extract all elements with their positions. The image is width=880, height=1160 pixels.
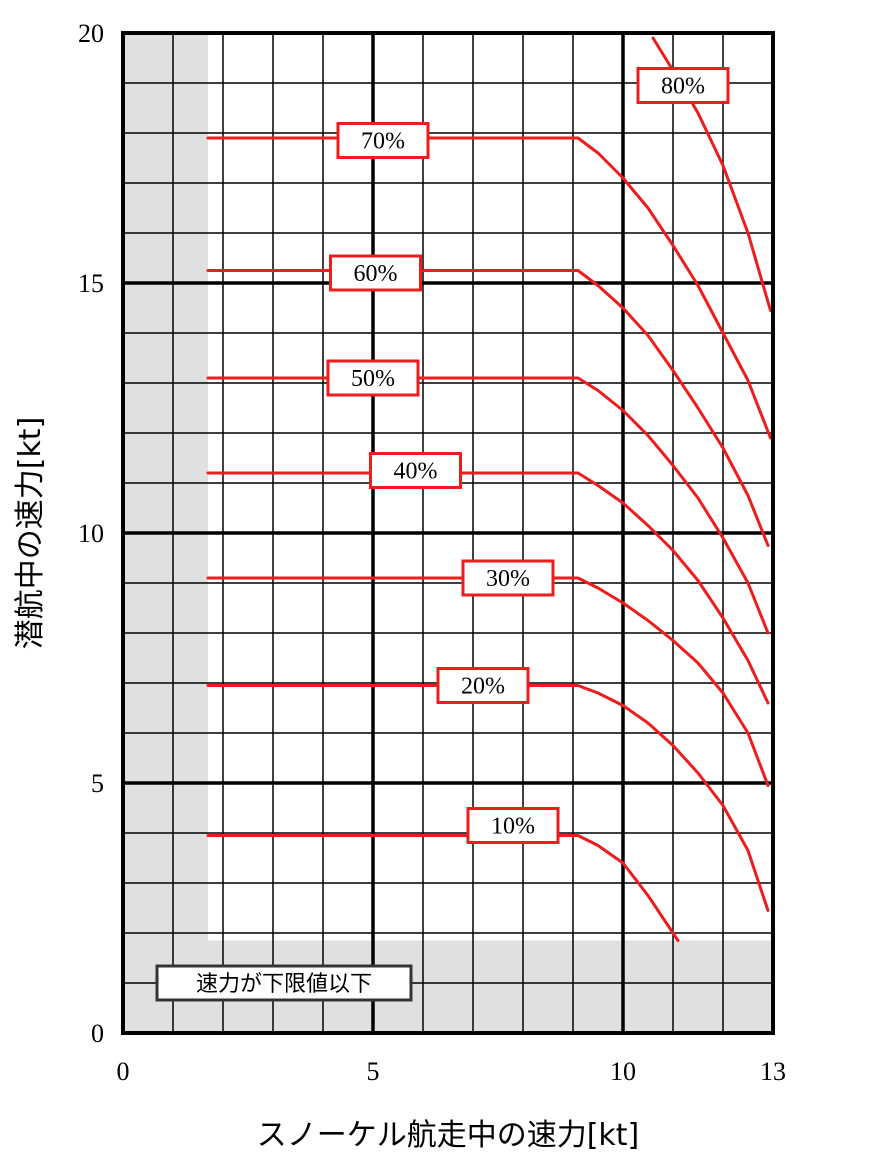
series-label-box-0 xyxy=(466,807,560,844)
y-tick-20: 20 xyxy=(78,19,104,48)
series-line-2 xyxy=(206,576,770,787)
series-label-box-6 xyxy=(336,122,430,159)
series-label-box-5 xyxy=(329,254,422,292)
x-tick-13: 13 xyxy=(760,1057,786,1086)
series-line-6 xyxy=(206,136,772,440)
series-label-2: 30% xyxy=(486,566,530,592)
tick-labels: 0 5 10 13 0 5 10 15 20 xyxy=(78,19,786,1086)
series-label-3: 40% xyxy=(394,459,438,485)
y-tick-5: 5 xyxy=(91,769,104,798)
series-label-box-1 xyxy=(436,667,530,704)
x-tick-0: 0 xyxy=(117,1057,130,1086)
series-line-0 xyxy=(206,834,680,942)
series-label-0: 10% xyxy=(491,814,535,840)
series-label-6: 70% xyxy=(361,129,405,155)
x-tick-5: 5 xyxy=(367,1057,380,1086)
series-line-4 xyxy=(206,376,770,635)
series-lines xyxy=(206,36,772,942)
plot-frame xyxy=(121,31,775,1035)
series-label-box-3 xyxy=(369,452,462,489)
series-line-7 xyxy=(651,36,772,312)
x-tick-10: 10 xyxy=(610,1057,636,1086)
y-axis-title: 潜航中の速力[kt] xyxy=(13,417,48,650)
series-label-box-2 xyxy=(461,559,555,597)
series-line-3 xyxy=(206,471,770,705)
shaded-region-note: 速力が下限値以下 xyxy=(155,964,413,1002)
series-label-1: 20% xyxy=(461,674,505,700)
grid xyxy=(123,33,773,1033)
series-labels: 10% 20% 30% 40% 50% 60% 70% 80% xyxy=(326,67,730,844)
series-label-4: 50% xyxy=(351,366,395,392)
note-text: 速力が下限値以下 xyxy=(196,972,372,997)
y-tick-15: 15 xyxy=(78,269,104,298)
y-tick-0: 0 xyxy=(91,1019,104,1048)
series-label-box-7 xyxy=(636,67,730,104)
series-label-box-4 xyxy=(326,359,420,397)
plot-border xyxy=(121,31,775,1035)
series-label-5: 60% xyxy=(354,261,398,287)
series-line-5 xyxy=(206,269,770,547)
note-box xyxy=(155,964,413,1002)
y-tick-10: 10 xyxy=(78,519,104,548)
series-label-7: 80% xyxy=(661,74,705,100)
series-line-1 xyxy=(206,684,770,912)
x-axis-title: スノーケル航走中の速力[kt] xyxy=(257,1118,640,1153)
